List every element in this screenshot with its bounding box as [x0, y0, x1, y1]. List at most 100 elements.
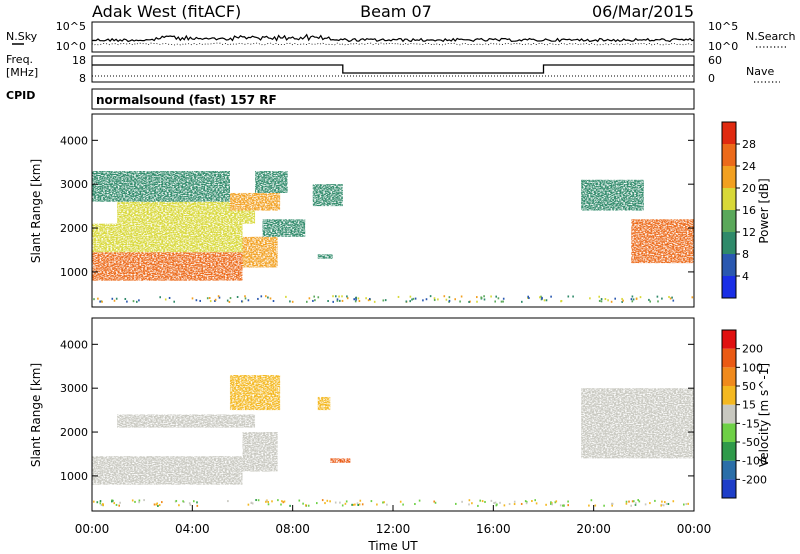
- velocity-ground-speck-150: [562, 504, 564, 507]
- velocity-ground-speck-64: [193, 500, 195, 503]
- velocity-ground-speck-20: [329, 500, 331, 503]
- velocity-ground-speck-136: [115, 503, 118, 506]
- time-tick-label-1: 04:00: [175, 522, 210, 536]
- time-tick-label-4: 16:00: [476, 522, 511, 536]
- power-ground-speck-4: [115, 297, 118, 300]
- noise-sky-trace: [91, 33, 695, 43]
- power-ground-speck-2: [550, 295, 552, 298]
- power-ground-speck-14: [191, 297, 194, 300]
- power-ground-speck-149: [635, 297, 638, 300]
- power-colorbar-swatch-7: [722, 122, 736, 144]
- velocity-ground-speck-159: [525, 502, 528, 505]
- power-ground-speck-159: [545, 299, 548, 302]
- power-ground-speck-59: [490, 295, 492, 298]
- velocity-colorbar-swatch-3: [722, 423, 736, 442]
- velocity-colorbar-tick-label-7: -200: [742, 473, 767, 486]
- power-colorbar-swatch-4: [722, 188, 736, 210]
- power-ground-speck-102: [661, 297, 663, 300]
- velocity-ground-speck-71: [316, 502, 318, 505]
- power-ground-speck-126: [226, 299, 229, 302]
- power-ground-speck-66: [622, 299, 624, 302]
- velocity-ground-speck-39: [271, 500, 273, 503]
- power-ground-speck-144: [631, 295, 634, 298]
- power-ylabel: Slant Range [km]: [29, 159, 43, 263]
- power-colorbar-tick-label-0: 4: [742, 270, 749, 283]
- frequency-trace: [92, 64, 694, 74]
- power-ground-speck-81: [217, 295, 220, 298]
- velocity-ground-speck-131: [635, 502, 637, 505]
- velocity-ground-speck-137: [479, 499, 481, 502]
- power-ground-speck-21: [631, 300, 634, 303]
- velocity-ground-speck-145: [484, 500, 486, 503]
- velocity-ground-speck-101: [265, 500, 267, 503]
- power-ground-speck-107: [247, 299, 250, 302]
- velocity-ground-speck-75: [298, 499, 301, 502]
- power-ground-speck-119: [355, 298, 357, 301]
- station-title: Adak West (fitACF): [92, 2, 241, 21]
- power-colorbar-swatch-6: [722, 144, 736, 166]
- velocity-colorbar-frame: [721, 329, 737, 499]
- velocity-ground-speck-157: [611, 502, 614, 505]
- velocity-ground-speck-132: [99, 502, 102, 505]
- velocity-ground-speck-73: [550, 501, 552, 504]
- velocity-ground-speck-140: [664, 501, 666, 504]
- velocity-ground-speck-98: [633, 500, 635, 503]
- velocity-ground-speck-105: [414, 503, 416, 506]
- power-colorbar-swatch-3: [722, 210, 736, 232]
- power-ground-speck-152: [541, 297, 543, 300]
- velocity-colorbar-tick-label-6: -100: [742, 455, 767, 468]
- power-ground-speck-83: [657, 300, 659, 303]
- power-ground-speck-93: [214, 298, 217, 301]
- power-ground-speck-6: [600, 300, 603, 303]
- power-ground-speck-150: [306, 300, 308, 303]
- noise-search-label: N.Search: [746, 30, 796, 43]
- velocity-ground-speck-151: [196, 501, 198, 504]
- velocity-ground-speck-27: [477, 504, 479, 507]
- velocity-ground-speck-60: [628, 500, 630, 503]
- velocity-colorbar-swatch-8: [722, 330, 736, 349]
- power-ground-speck-19: [500, 300, 503, 303]
- power-ground-speck-38: [630, 298, 633, 301]
- power-ground-speck-7: [327, 300, 329, 303]
- velocity-ground-speck-88: [559, 504, 562, 507]
- power-ground-speck-61: [199, 299, 201, 302]
- velocity-ground-speck-139: [345, 500, 348, 503]
- power-colorbar: 4 8 12 16 20 24 28: [721, 121, 756, 299]
- velocity-ground-speck-135: [257, 499, 260, 502]
- velocity-ground-speck-13: [399, 500, 402, 503]
- velocity-colorbar: 200 100 50 15 -15 -50 -100 -200: [721, 329, 767, 499]
- velocity-ground-speck-146: [155, 503, 158, 506]
- velocity-data: [92, 318, 694, 511]
- power-ground-speck-140: [332, 295, 334, 298]
- power-ground-speck-71: [539, 296, 541, 299]
- power-ground-speck-74: [260, 295, 263, 298]
- power-ground-speck-12: [384, 299, 387, 302]
- velocity-ground-speck-10: [131, 499, 134, 502]
- power-ground-speck-96: [600, 298, 603, 301]
- velocity-ground-speck-3: [503, 504, 506, 507]
- noise-sky-label: N.Sky: [6, 30, 38, 43]
- velocity-ground-speck-123: [175, 499, 178, 502]
- power-ground-speck-91: [338, 295, 340, 298]
- velocity-ground-speck-138: [99, 500, 102, 503]
- noise-search-trace: [91, 42, 695, 46]
- time-tick-label-5: 20:00: [576, 522, 611, 536]
- power-ground-speck-41: [422, 299, 424, 302]
- power-ground-speck-44: [429, 295, 432, 298]
- power-ground-speck-78: [443, 295, 446, 298]
- power-ytick-label-2: 3000: [60, 178, 88, 191]
- power-ground-speck-35: [195, 299, 198, 302]
- velocity-colorbar-swatch-0: [722, 479, 736, 498]
- power-ground-speck-129: [632, 298, 635, 301]
- power-ytick-label-0: 1000: [60, 266, 88, 279]
- velocity-ground-speck-32: [356, 502, 359, 505]
- velocity-colorbar-tick-label-0: 200: [742, 343, 763, 356]
- velocity-ground-speck-116: [359, 499, 362, 502]
- power-colorbar-tick-label-6: 28: [742, 138, 756, 151]
- velocity-ground-speck-96: [494, 501, 497, 504]
- power-ground-speck-49: [367, 299, 370, 302]
- power-ground-speck-109: [228, 300, 231, 303]
- power-ground-speck-58: [560, 300, 562, 303]
- velocity-ground-speck-76: [555, 500, 558, 503]
- velocity-ground-speck-50: [267, 500, 269, 503]
